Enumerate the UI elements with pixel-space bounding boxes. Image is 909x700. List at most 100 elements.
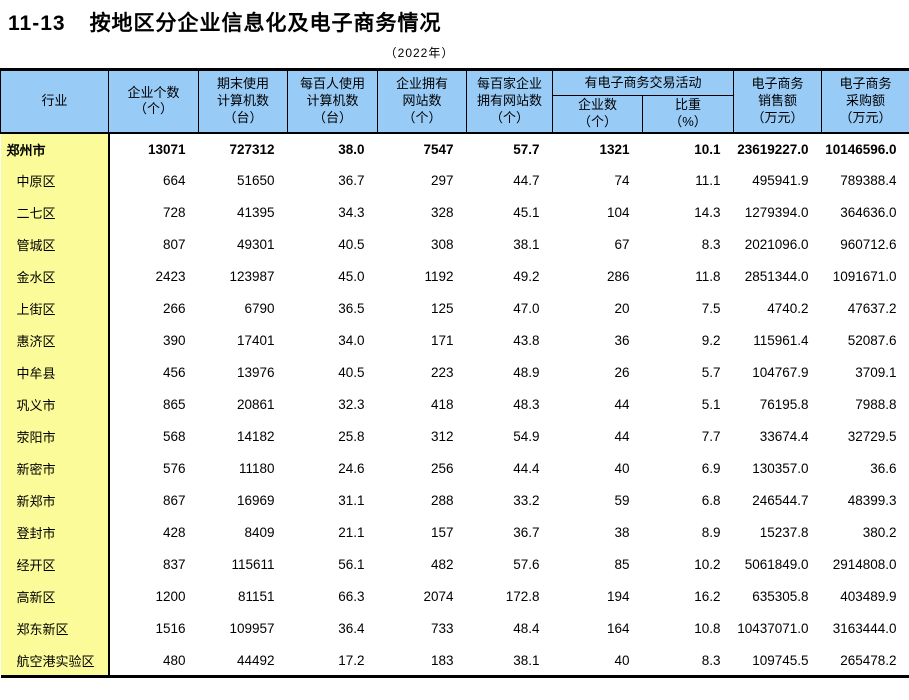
value-cell: 4740.2	[767, 301, 809, 317]
value-cell: 2074	[423, 589, 454, 605]
table-header: 行业 企业个数 （个） 期末使用 计算机数 （台） 每百人使用 计算机数 （台）…	[0, 68, 909, 134]
value-cell: 45.0	[338, 269, 365, 285]
value-cell: 57.7	[513, 141, 540, 157]
table-row: 荥阳市 568 14182 25.8 312 54.9 44 7.7 33674.4 32729.…	[0, 420, 909, 453]
value-cell: 13071	[147, 141, 186, 157]
value-cell: 10.2	[694, 557, 721, 573]
value-cell: 23619227.0	[737, 141, 809, 157]
value-cell: 7.7	[701, 429, 721, 445]
value-cell: 25.8	[338, 429, 365, 445]
value-cell: 38.1	[513, 652, 540, 668]
value-cell: 40.5	[338, 365, 365, 381]
value-cell: 36.5	[338, 301, 365, 317]
value-cell: 3163444.0	[832, 621, 897, 637]
region-cell: 经开区	[0, 548, 110, 581]
table-row: 高新区 1200 81151 66.3 2074 172.8 194 16.2 635305.8…	[0, 580, 909, 613]
value-cell: 54.9	[513, 429, 540, 445]
value-cell: 40.5	[338, 237, 365, 253]
table-row: 管城区 807 49301 40.5 308 38.1 67 8.3 2021096.0 9607…	[0, 228, 909, 261]
table-number: 11-13	[8, 12, 66, 35]
value-cell: 44492	[236, 652, 275, 668]
value-cell: 125	[430, 301, 454, 317]
table-row: 惠济区 390 17401 34.0 171 43.8 36 9.2 115961.4 52087…	[0, 324, 909, 357]
value-cell: 223	[430, 365, 454, 381]
value-cell: 44.7	[513, 173, 540, 189]
value-cell: 8.3	[701, 652, 721, 668]
value-cell: 5.1	[701, 397, 721, 413]
value-cell: 403489.9	[840, 589, 897, 605]
header-ecommerce-sales: 电子商务 销售额 （万元）	[733, 68, 823, 134]
region-cell: 中原区	[0, 164, 110, 197]
header-ecommerce-enterprises: 企业数 （个）	[552, 94, 643, 134]
value-cell: 115961.4	[753, 333, 809, 349]
table-title-text: 按地区分企业信息化及电子商务情况	[89, 12, 442, 35]
value-cell: 364636.0	[840, 205, 897, 221]
value-cell: 11.8	[695, 269, 721, 285]
value-cell: 41395	[236, 205, 275, 221]
value-cell: 390	[162, 333, 186, 349]
value-cell: 38.0	[338, 141, 365, 157]
header-ecommerce-group: 有电子商务交易活动	[551, 69, 735, 96]
value-cell: 2423	[155, 269, 186, 285]
region-cell: 郑州市	[0, 132, 110, 165]
value-cell: 104	[606, 205, 630, 221]
value-cell: 40	[614, 652, 630, 668]
table-subtitle-year: （2022年）	[384, 46, 455, 60]
value-cell: 6790	[244, 301, 275, 317]
value-cell: 59	[614, 493, 630, 509]
table-row: 郑东新区 1516 109957 36.4 733 48.4 164 10.8 10437071…	[0, 612, 909, 645]
value-cell: 157	[430, 525, 454, 541]
value-cell: 867	[162, 493, 186, 509]
value-cell: 418	[430, 397, 454, 413]
value-cell: 380.2	[862, 525, 897, 541]
header-websites: 企业拥有 网站数 （个）	[377, 68, 467, 134]
region-cell: 金水区	[0, 260, 110, 293]
value-cell: 67	[614, 237, 630, 253]
header-industry: 行业	[0, 68, 109, 134]
value-cell: 24.6	[338, 461, 365, 477]
value-cell: 36.7	[513, 525, 540, 541]
value-cell: 81151	[237, 589, 275, 605]
value-cell: 20	[614, 301, 630, 317]
value-cell: 3709.1	[855, 365, 897, 381]
table-row: 登封市 428 8409 21.1 157 36.7 38 8.9 15237.8 380.2	[0, 516, 909, 549]
value-cell: 9.2	[701, 333, 721, 349]
value-cell: 43.8	[513, 333, 540, 349]
value-cell: 1516	[155, 621, 186, 637]
value-cell: 17.2	[338, 652, 365, 668]
value-cell: 38	[614, 525, 630, 541]
value-cell: 727312	[229, 141, 275, 157]
table-body: 郑州市 13071 727312 38.0 7547 57.7 1321 10.1 236192…	[0, 132, 909, 677]
value-cell: 2021096.0	[744, 237, 809, 253]
value-cell: 16969	[236, 493, 275, 509]
value-cell: 1321	[599, 141, 630, 157]
value-cell: 40	[614, 461, 630, 477]
value-cell: 48399.3	[847, 493, 897, 509]
value-cell: 109745.5	[752, 652, 809, 668]
value-cell: 7547	[423, 141, 454, 157]
value-cell: 576	[162, 461, 186, 477]
value-cell: 31.1	[338, 493, 365, 509]
value-cell: 5061849.0	[744, 557, 809, 573]
value-cell: 482	[430, 557, 454, 573]
value-cell: 1200	[155, 589, 186, 605]
header-computers-per-100: 每百人使用 计算机数 （台）	[287, 68, 378, 134]
table-row: 新郑市 867 16969 31.1 288 33.2 59 6.8 246544.7 48399…	[0, 484, 909, 517]
table-row: 航空港实验区 480 44492 17.2 183 38.1 40 8.3 109745.5 26…	[0, 644, 909, 677]
value-cell: 308	[430, 237, 454, 253]
value-cell: 104767.9	[752, 365, 809, 381]
header-enterprise-count: 企业个数 （个）	[108, 68, 199, 134]
value-cell: 480	[162, 652, 186, 668]
value-cell: 10437071.0	[737, 621, 809, 637]
value-cell: 33.2	[513, 493, 540, 509]
value-cell: 297	[430, 173, 454, 189]
table-row: 新密市 576 11180 24.6 256 44.4 40 6.9 130357.0 36.6	[0, 452, 909, 485]
value-cell: 38.1	[513, 237, 540, 253]
value-cell: 183	[430, 652, 454, 668]
region-cell: 新密市	[0, 452, 110, 485]
region-cell: 登封市	[0, 516, 110, 549]
region-cell: 管城区	[0, 228, 110, 261]
header-computers: 期末使用 计算机数 （台）	[198, 68, 288, 134]
region-cell: 二七区	[0, 196, 110, 229]
value-cell: 6.8	[701, 493, 721, 509]
